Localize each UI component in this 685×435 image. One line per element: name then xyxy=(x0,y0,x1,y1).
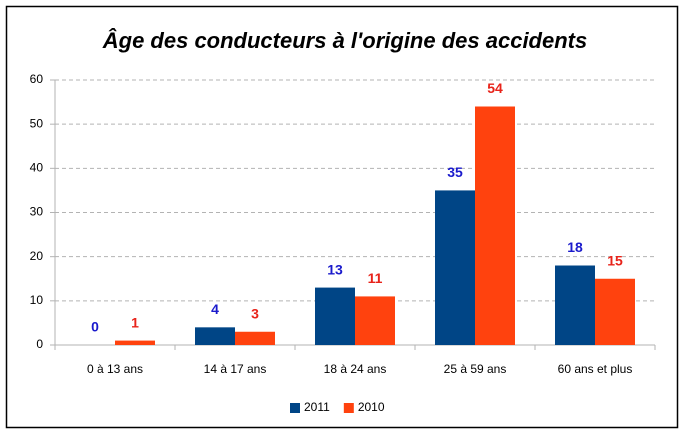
bar xyxy=(435,190,475,345)
legend-label: 2011 xyxy=(304,400,330,414)
y-tick-label: 60 xyxy=(30,72,44,86)
bar xyxy=(595,278,635,345)
value-label: 35 xyxy=(447,164,463,180)
legend-label: 2010 xyxy=(358,400,385,414)
legend-swatch xyxy=(290,403,300,413)
y-tick-label: 10 xyxy=(30,293,44,307)
frame xyxy=(5,5,679,429)
value-label: 3 xyxy=(251,305,259,321)
chart-title: Âge des conducteurs à l'origine des acci… xyxy=(102,28,587,53)
x-tick-label: 60 ans et plus xyxy=(558,362,633,376)
y-tick-label: 30 xyxy=(30,205,44,219)
y-tick-label: 40 xyxy=(30,161,44,175)
bar xyxy=(475,106,515,345)
bar xyxy=(195,327,235,345)
bar xyxy=(115,340,155,345)
x-tick-label: 18 à 24 ans xyxy=(324,362,387,376)
value-label: 4 xyxy=(211,301,219,317)
value-label: 11 xyxy=(368,270,383,286)
bar xyxy=(235,331,275,345)
value-label: 13 xyxy=(327,261,343,277)
y-tick-label: 0 xyxy=(36,337,43,351)
bar xyxy=(315,287,355,345)
value-label: 54 xyxy=(487,80,503,96)
legend-swatch xyxy=(343,403,354,413)
value-label: 1 xyxy=(131,314,139,330)
x-tick-label: 14 à 17 ans xyxy=(204,362,267,376)
y-tick-label: 20 xyxy=(30,249,44,263)
x-tick-label: 25 à 59 ans xyxy=(444,362,507,376)
value-label: 15 xyxy=(607,252,623,268)
value-label: 0 xyxy=(91,319,99,335)
x-tick-label: 0 à 13 ans xyxy=(87,362,143,376)
bar xyxy=(355,296,395,345)
bar xyxy=(555,265,595,345)
value-label: 18 xyxy=(567,239,583,255)
y-tick-label: 50 xyxy=(30,116,44,130)
